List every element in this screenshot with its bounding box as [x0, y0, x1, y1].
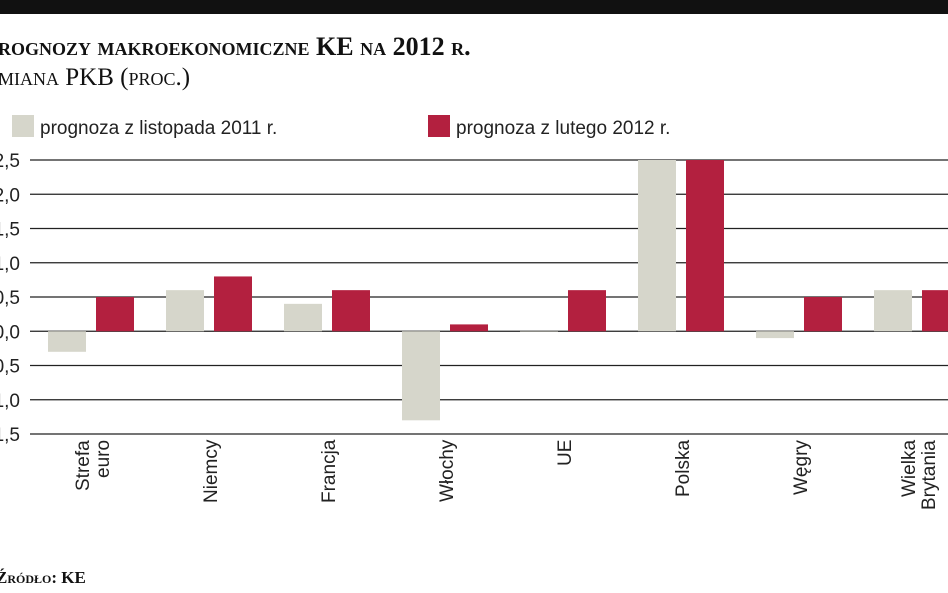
y-tick-label: -0,5 [0, 357, 20, 378]
bar [638, 160, 676, 332]
bar [874, 290, 912, 332]
x-tick-label: UE [555, 440, 576, 467]
source: Źródło: KE [0, 568, 86, 587]
y-tick-label: 2,5 [0, 151, 20, 172]
x-tick-label: Polska [673, 440, 694, 498]
bar [332, 290, 370, 332]
y-tick-label: 1,5 [0, 220, 20, 241]
bar [166, 290, 204, 332]
y-tick-label: 0,0 [0, 322, 20, 343]
y-tick-label: -1,0 [0, 391, 20, 412]
chart-title: rognozy makroekonomiczne KE na 2012 r. [0, 32, 471, 61]
y-tick-label: 1,0 [0, 254, 20, 275]
y-tick-label: 2,0 [0, 185, 20, 206]
legend-swatch [12, 115, 34, 137]
bar [284, 303, 322, 332]
x-tick-label: Wielka Brytania [899, 440, 940, 510]
y-tick-label: 0,5 [0, 288, 20, 309]
x-tick-label: Włochy [437, 440, 458, 503]
x-tick-label: Niemcy [201, 440, 222, 504]
bar [96, 297, 134, 332]
bar [922, 290, 948, 332]
top-bar [0, 0, 948, 14]
bar [520, 331, 558, 332]
bar [450, 324, 488, 332]
bar [686, 160, 724, 332]
chart-subtitle: miana PKB (proc.) [0, 64, 190, 91]
y-tick-label: -1,5 [0, 425, 20, 446]
bar [756, 331, 794, 339]
x-tick-label: Francja [319, 440, 340, 504]
legend-swatch [428, 115, 450, 137]
bar [402, 331, 440, 421]
bar [568, 290, 606, 332]
bar [48, 331, 86, 352]
legend-label: prognoza z lutego 2012 r. [456, 118, 670, 139]
x-tick-label: Węgry [791, 440, 812, 495]
x-tick-label: Strefa euro [73, 440, 114, 491]
bar [804, 297, 842, 332]
legend-label: prognoza z listopada 2011 r. [40, 118, 277, 139]
bar [214, 276, 252, 332]
